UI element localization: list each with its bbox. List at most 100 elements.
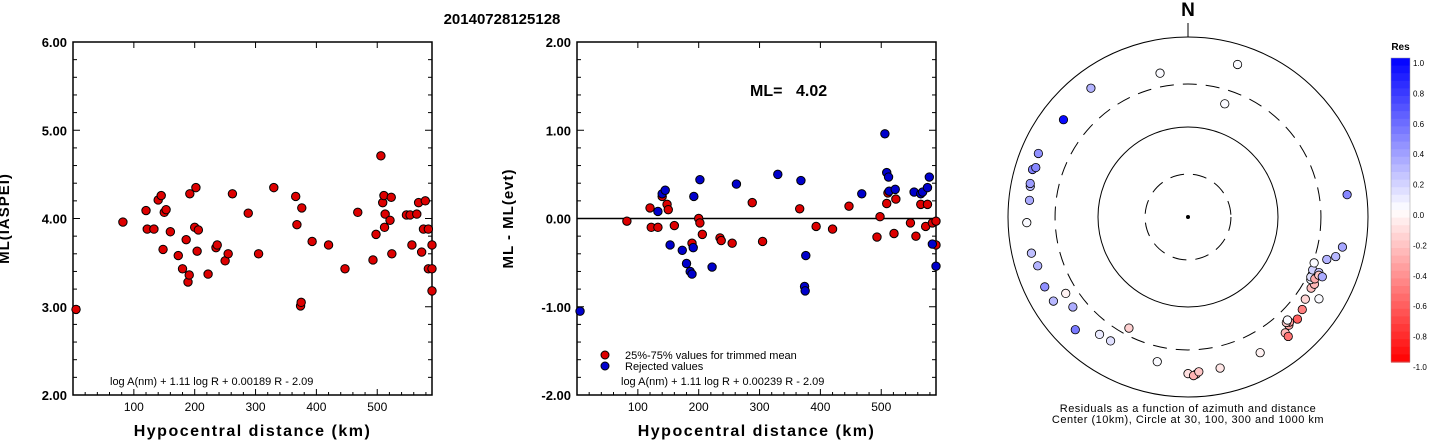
- residual-point: [1068, 302, 1078, 312]
- data-point: [575, 306, 585, 316]
- caption-line-1: Residuals as a function of azimuth and d…: [1060, 403, 1316, 415]
- data-point: [269, 182, 279, 193]
- legend-label: 25%-75% values for trimmed mean: [625, 350, 797, 362]
- data-point: [420, 196, 431, 206]
- data-point: [890, 184, 900, 195]
- residual-point: [1297, 304, 1307, 315]
- colorbar-tick-label: 0.0: [1413, 211, 1425, 220]
- residual-point: [1024, 195, 1035, 205]
- colorbar-tick-label: -0.6: [1413, 302, 1427, 311]
- data-point: [801, 250, 811, 261]
- colorbar-segment: [1391, 141, 1410, 150]
- colorbar-segment: [1391, 80, 1410, 89]
- data-point: [323, 240, 334, 250]
- residual-point: [1025, 178, 1035, 189]
- colorbar-title: Res: [1391, 42, 1410, 53]
- colorbar-segment: [1391, 240, 1410, 249]
- residual-point: [1033, 261, 1043, 271]
- x-axis-label: Hypocentral distance (km): [638, 423, 876, 440]
- data-point: [387, 249, 397, 259]
- x-tick-label: 500: [367, 400, 387, 414]
- data-point: [371, 229, 381, 240]
- data-point: [380, 209, 390, 219]
- residual-point: [1194, 367, 1204, 377]
- colorbar-frame: [1390, 57, 1411, 363]
- circle-300km: [1054, 83, 1322, 351]
- y-tick-label: 2.00: [42, 388, 67, 403]
- residual-point: [1094, 329, 1105, 340]
- x-axis-label: Hypocentral distance (km): [134, 423, 372, 440]
- data-point: [880, 129, 890, 139]
- data-point: [353, 207, 363, 218]
- data-point: [192, 246, 202, 256]
- y-axis-label: ML(IASPEI): [0, 173, 13, 264]
- residual-point: [1283, 331, 1293, 342]
- data-point: [796, 175, 806, 186]
- x-tick-label: 100: [628, 400, 648, 414]
- data-point: [243, 208, 253, 218]
- data-point: [385, 215, 395, 225]
- colorbar-segment: [1391, 164, 1410, 173]
- data-point: [681, 258, 692, 269]
- colorbar-segment: [1391, 232, 1410, 241]
- data-point: [669, 220, 680, 231]
- data-point: [177, 264, 188, 274]
- data-point: [757, 236, 768, 247]
- residual-point: [1282, 315, 1293, 325]
- circle-100km: [1097, 126, 1279, 308]
- residual-point: [1048, 296, 1059, 306]
- y-tick-label: 5.00: [42, 123, 67, 138]
- ml-value: 4.02: [796, 83, 827, 100]
- residual-point: [1331, 251, 1341, 262]
- colorbar-segment: [1391, 58, 1410, 67]
- data-point: [158, 244, 168, 255]
- data-point: [307, 236, 317, 247]
- data-point: [689, 191, 699, 202]
- y-tick-label: 0.00: [546, 212, 571, 227]
- y-tick-label: 4.00: [42, 212, 67, 227]
- colorbar-segment: [1391, 96, 1410, 105]
- data-point: [622, 216, 632, 226]
- plot-frame: [72, 41, 433, 396]
- data-point: [253, 249, 264, 259]
- residual-point: [1061, 288, 1071, 299]
- data-point: [292, 219, 302, 230]
- data-point: [193, 225, 204, 235]
- data-point: [653, 222, 663, 233]
- colorbar-segment: [1391, 172, 1410, 181]
- data-point: [707, 262, 717, 272]
- ml-label: ML=: [750, 83, 782, 100]
- data-point: [773, 169, 783, 180]
- legend-marker: [600, 350, 610, 360]
- colorbar-segment: [1391, 255, 1410, 264]
- colorbar-segment: [1391, 126, 1410, 135]
- data-point: [118, 217, 128, 227]
- data-point: [931, 216, 941, 226]
- colorbar-segment: [1391, 73, 1410, 82]
- residual-point: [1152, 357, 1162, 367]
- residual-point: [1105, 336, 1116, 346]
- data-point: [663, 204, 673, 215]
- y-tick-label: -2.00: [541, 388, 571, 403]
- ml-vs-distance-plot: 100 200 300 400 500 2.00 3.00 4.00 5.00 6.00 Hypoc…: [0, 35, 437, 440]
- residual-point: [1300, 294, 1310, 304]
- data-point: [716, 235, 726, 246]
- colorbar-segment: [1391, 286, 1410, 295]
- data-point: [340, 264, 350, 274]
- data-point: [800, 286, 810, 296]
- data-point: [227, 189, 238, 199]
- data-point: [191, 182, 201, 193]
- colorbar-tick-label: 0.2: [1413, 181, 1425, 190]
- colorbar-segment: [1391, 134, 1410, 143]
- residual-point: [1317, 272, 1327, 282]
- data-point: [677, 245, 687, 255]
- data-point: [687, 269, 697, 279]
- data-point: [412, 209, 422, 219]
- x-tick-label: 200: [689, 400, 709, 414]
- residual-vs-distance-plot: 100 200 300 400 500 -2.00 -1.00 0.00 1.00 2.00 Hyp…: [500, 35, 941, 440]
- data-point: [927, 239, 938, 249]
- data-point: [427, 240, 437, 250]
- data-point: [427, 264, 437, 274]
- data-point: [416, 247, 427, 257]
